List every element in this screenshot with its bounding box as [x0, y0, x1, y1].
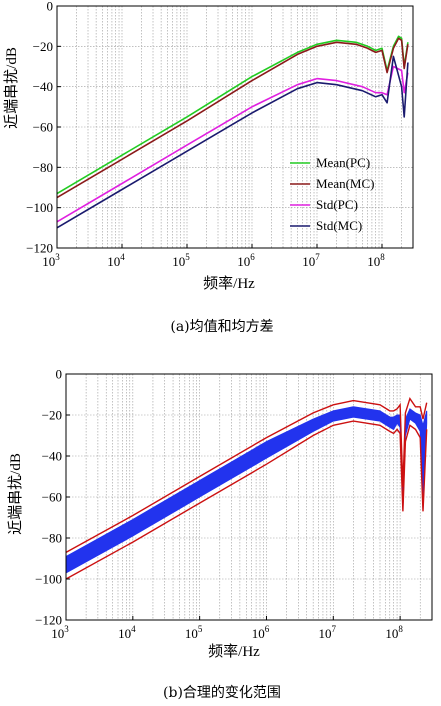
- y-tick-label: 0: [56, 367, 63, 382]
- x-tick-exponent: 7: [332, 624, 337, 634]
- chart-b-caption: (b)合理的变化范围: [163, 684, 281, 701]
- y-tick-label: −40: [42, 449, 62, 464]
- x-tick-exponent: 4: [120, 252, 125, 262]
- x-tick-label: 105: [185, 624, 203, 641]
- x-tick-exponent: 5: [198, 624, 203, 634]
- y-tick-label: 0: [47, 0, 54, 14]
- x-tick-exponent: 6: [250, 252, 255, 262]
- legend-label-2: Mean(MC): [316, 176, 375, 191]
- series-line-1: [56, 35, 409, 195]
- y-tick-label: −60: [33, 120, 53, 135]
- y-tick-label: −120: [35, 613, 62, 628]
- x-tick-exponent: 6: [265, 624, 270, 634]
- y-tick-label: −80: [42, 531, 62, 546]
- chart-a-caption: (a)均值和均方差: [170, 319, 273, 335]
- x-tick-label: 108: [385, 624, 403, 641]
- chart-a-legend: Mean(PC) Mean(MC) Std(PC) Std(MC): [290, 155, 375, 233]
- y-tick-label: −40: [33, 79, 53, 94]
- chart-b-ylabel: 近端串扰/dB: [7, 453, 24, 535]
- series-line-2: [56, 37, 409, 199]
- x-tick-label: 104: [107, 252, 125, 269]
- x-tick-label: 107: [319, 624, 337, 641]
- x-tick-exponent: 3: [55, 252, 60, 262]
- x-tick-exponent: 5: [185, 252, 190, 262]
- x-tick-exponent: 7: [315, 252, 320, 262]
- y-tick-label: −120: [26, 241, 53, 256]
- chart-b-xlabel: 频率/Hz: [208, 643, 260, 660]
- chart-a-xlabel: 频率/Hz: [203, 275, 255, 292]
- x-tick-exponent: 3: [64, 624, 69, 634]
- x-tick-label: 106: [252, 624, 270, 641]
- x-tick-label: 106: [237, 252, 255, 269]
- legend-label-1: Mean(PC): [316, 155, 370, 170]
- y-tick-label: −60: [42, 490, 62, 505]
- x-tick-label: 107: [302, 252, 320, 269]
- x-tick-label: 105: [172, 252, 190, 269]
- x-tick-label: 103: [42, 252, 60, 269]
- y-tick-label: −20: [33, 39, 53, 54]
- y-tick-label: −80: [33, 160, 53, 175]
- legend-label-3: Std(PC): [316, 197, 358, 212]
- series-line-4: [56, 55, 409, 229]
- x-tick-exponent: 4: [131, 624, 136, 634]
- x-tick-label: 104: [118, 624, 136, 641]
- chart-a-ylabel: 近端串扰/dB: [3, 47, 20, 129]
- chart-a-grid: [56, 5, 414, 249]
- upper-bound-line: [65, 397, 428, 554]
- x-tick-exponent: 8: [398, 624, 403, 634]
- chart-a-series: [56, 35, 409, 229]
- y-tick-label: −100: [35, 572, 62, 587]
- y-tick-label: −20: [42, 408, 62, 423]
- lower-bound-line: [65, 420, 428, 580]
- x-tick-label: 108: [367, 252, 385, 269]
- x-tick-label: 103: [51, 624, 69, 641]
- series-line-3: [56, 65, 409, 223]
- variation-band: [65, 406, 428, 574]
- chart-b-series: [65, 397, 428, 580]
- x-tick-exponent: 8: [380, 252, 385, 262]
- y-tick-label: −100: [26, 200, 53, 215]
- legend-label-4: Std(MC): [316, 218, 362, 233]
